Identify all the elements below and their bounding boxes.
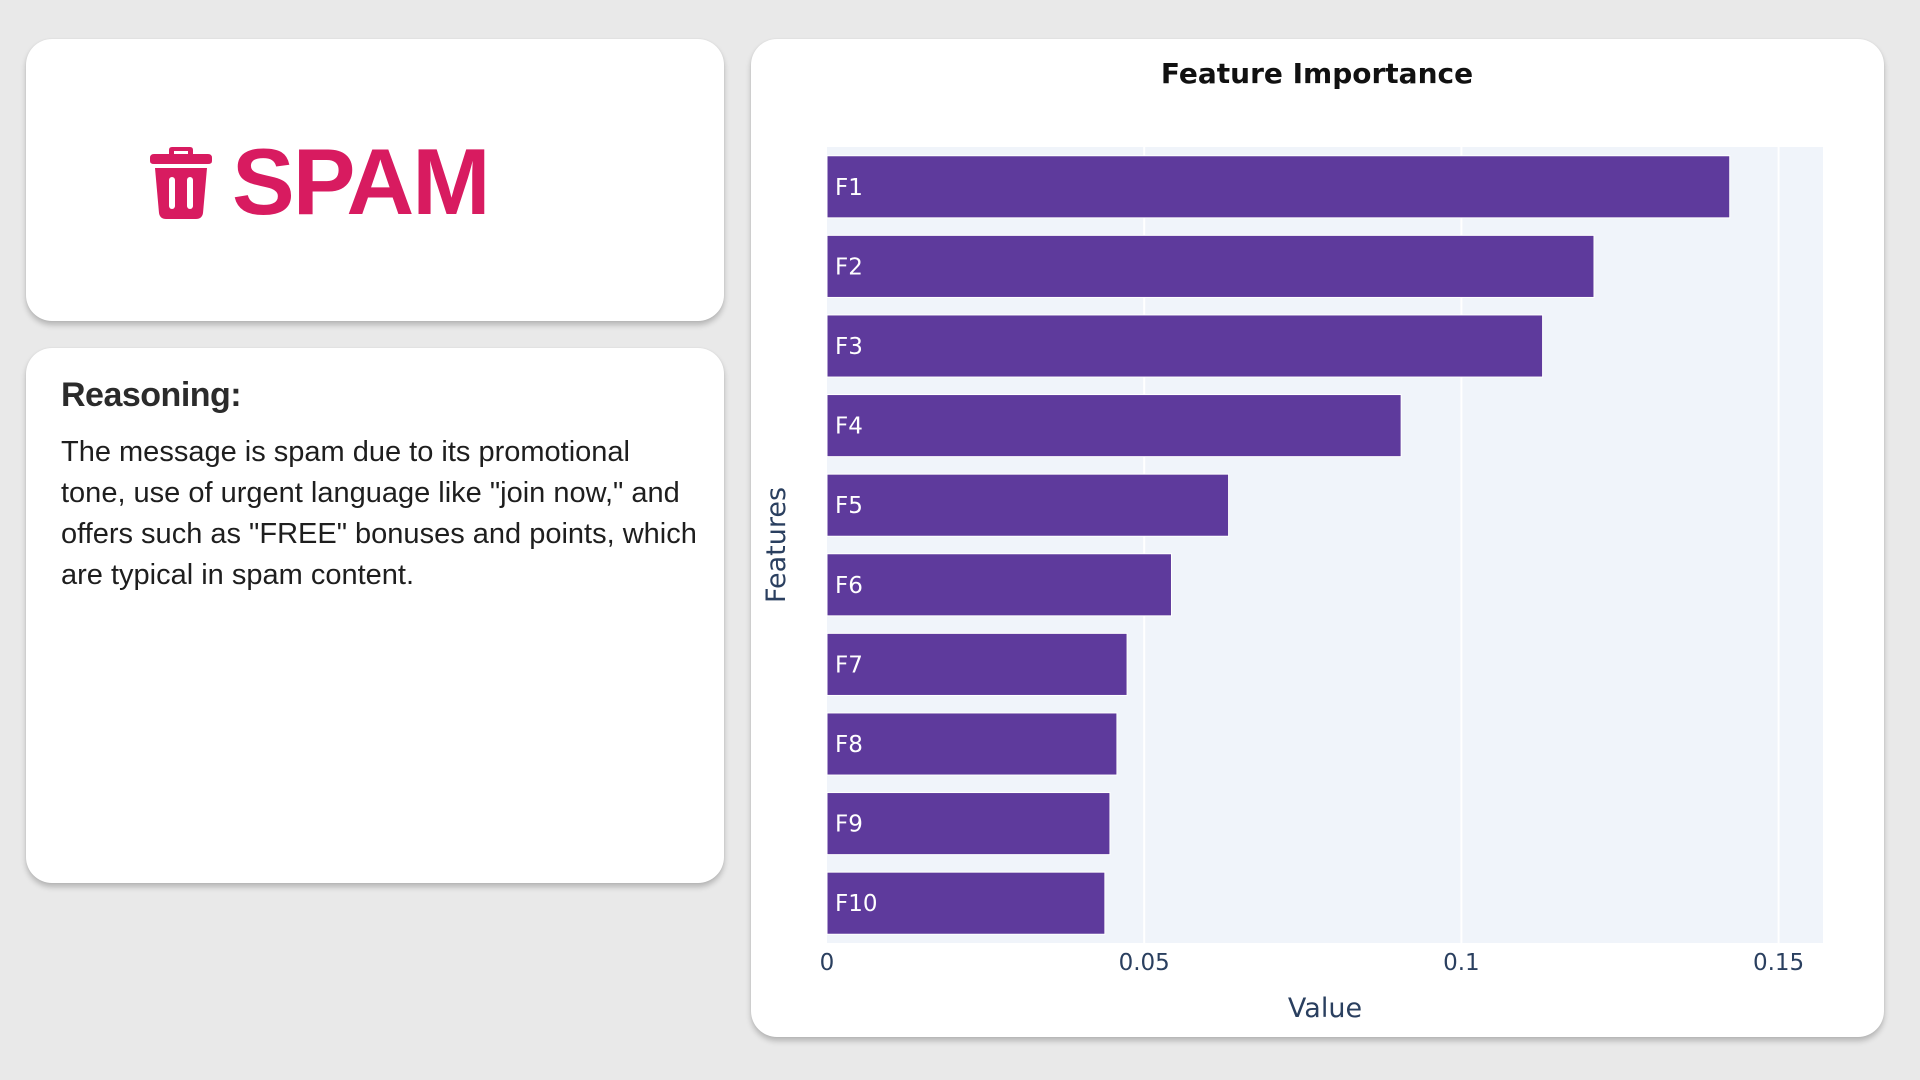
bar-label: F9 (835, 812, 863, 838)
bar-label: F2 (835, 254, 863, 280)
bar-label: F3 (835, 334, 863, 360)
verdict-card: SPAM (26, 39, 724, 321)
x-tick-label: 0.15 (1753, 950, 1804, 976)
bar-label: F4 (835, 414, 863, 440)
verdict: SPAM (150, 129, 491, 234)
bar-f8 (826, 712, 1118, 776)
verdict-label: SPAM (232, 129, 491, 234)
chart-title: Feature Importance (1161, 57, 1473, 90)
x-axis-title: Value (1288, 993, 1362, 1024)
x-tick-label: 0.1 (1443, 950, 1480, 976)
bar-label: F5 (835, 493, 863, 519)
bar-f1 (826, 155, 1731, 219)
bar-f5 (826, 473, 1230, 537)
bar-f4 (826, 394, 1402, 458)
reasoning-text: The message is spam due to its promotion… (61, 436, 697, 591)
bar-f6 (826, 553, 1172, 617)
reasoning-card: Reasoning: The message is spam due to it… (26, 348, 724, 883)
y-axis-title: Features (761, 487, 792, 603)
bar-f9 (826, 792, 1111, 856)
bar-f10 (826, 871, 1106, 935)
bar-label: F8 (835, 732, 863, 758)
bar-f2 (826, 234, 1595, 298)
bar-label: F10 (835, 891, 878, 917)
bar-label: F7 (835, 652, 863, 678)
x-tick-label: 0.05 (1119, 950, 1170, 976)
trash-icon (150, 145, 212, 219)
feature-importance-chart: 0 0.05 0.1 0.15 F1 F2 F3 F4 F5 F6 F7 F8 F9 F10 Feature… (761, 57, 1823, 1024)
reasoning-title: Reasoning: (61, 376, 242, 414)
bar-f7 (826, 632, 1128, 696)
bar-f3 (826, 314, 1544, 378)
x-tick-label: 0 (820, 950, 835, 976)
bar-label: F6 (835, 573, 863, 599)
chart-card: 0 0.05 0.1 0.15 F1 F2 F3 F4 F5 F6 F7 F8 F9 F10 Feature… (751, 39, 1884, 1037)
bar-label: F1 (835, 175, 863, 201)
